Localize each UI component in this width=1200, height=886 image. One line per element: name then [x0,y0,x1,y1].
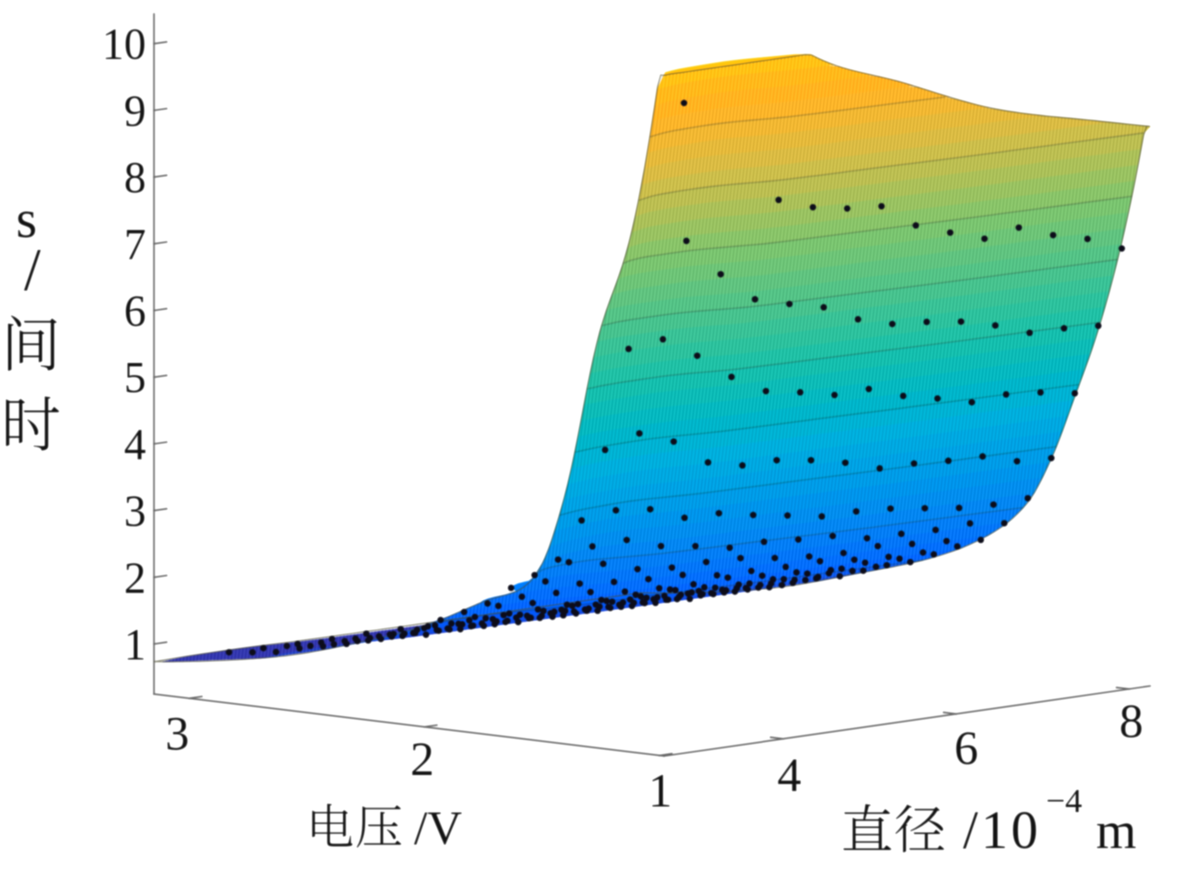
svg-text:7: 7 [124,220,146,269]
svg-text:3: 3 [165,707,189,760]
svg-text:8: 8 [124,153,146,202]
svg-text:/V: /V [414,802,462,855]
svg-text:4: 4 [124,420,146,469]
svg-text:1: 1 [648,765,672,818]
svg-text:1: 1 [124,620,146,669]
svg-text:s: s [16,189,37,249]
svg-text:/10: /10 [963,800,1041,860]
svg-text:−4: −4 [1046,783,1082,820]
svg-text:2: 2 [410,733,434,786]
svg-text:3: 3 [124,487,146,536]
svg-text:10: 10 [102,20,146,69]
svg-text:8: 8 [1119,695,1143,748]
svg-text:/: / [24,237,41,303]
svg-text:m: m [1096,803,1136,860]
svg-text:9: 9 [124,86,146,135]
svg-text:4: 4 [777,749,801,802]
svg-text:6: 6 [124,287,146,336]
svg-text:6: 6 [954,722,978,775]
svg-text:2: 2 [124,553,146,602]
svg-text:5: 5 [124,353,146,402]
